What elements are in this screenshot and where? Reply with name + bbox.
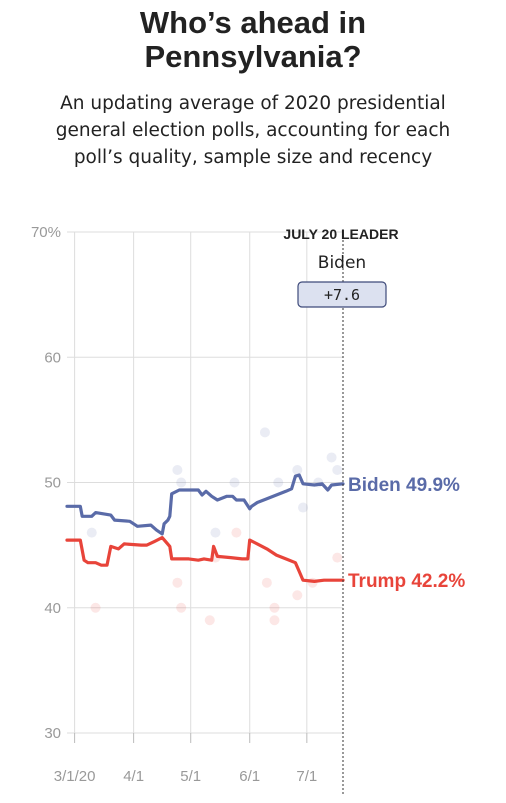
trump-poll-dot — [172, 577, 183, 588]
leader-margin-badge: +7.6 — [297, 281, 387, 308]
x-tick-label: 5/1 — [180, 768, 201, 785]
chart-subtitle: An updating average of 2020 presidential… — [0, 90, 506, 171]
biden-poll-dot — [86, 527, 97, 538]
chart-title: Who’s ahead in Pennsylvania? — [0, 6, 506, 74]
series-lines — [65, 473, 345, 583]
leader-name: Biden — [318, 253, 366, 273]
trump-poll-dot — [204, 615, 215, 626]
trump-poll-dot — [332, 552, 343, 563]
trump-poll-dot — [231, 527, 242, 538]
poll-dots — [86, 427, 343, 626]
y-tick-label: 50 — [44, 475, 61, 492]
trump-poll-dot — [90, 602, 101, 613]
title-line-2: Pennsylvania? — [144, 39, 362, 74]
y-tick-label: 30 — [44, 725, 61, 742]
y-tick-label: 70% — [31, 224, 61, 241]
biden-poll-dot — [332, 464, 343, 475]
biden-poll-dot — [229, 477, 240, 488]
trump-poll-dot — [261, 577, 272, 588]
biden-poll-dot — [172, 464, 183, 475]
trump-end-label: Trump 42.2% — [348, 571, 465, 592]
leader-heading: JULY 20 LEADER — [283, 226, 398, 242]
subtitle-line-1: An updating average of 2020 presidential — [60, 93, 446, 114]
x-tick-label: 4/1 — [123, 768, 144, 785]
trump-average-line — [65, 536, 345, 583]
series-end-labels: Biden 49.9% Trump 42.2% — [348, 475, 465, 592]
x-tick-label: 6/1 — [239, 768, 260, 785]
y-tick-label: 40 — [44, 600, 61, 617]
biden-end-label: Biden 49.9% — [348, 475, 460, 496]
subtitle-line-2: general election polls, accounting for e… — [55, 120, 451, 141]
biden-poll-dot — [273, 477, 284, 488]
biden-poll-dot — [176, 477, 187, 488]
subtitle-line-3: poll’s quality, sample size and recency — [73, 147, 433, 168]
x-tick-label: 3/1/20 — [54, 768, 96, 785]
biden-poll-dot — [326, 452, 337, 463]
biden-average-line — [65, 473, 345, 536]
trump-poll-dot — [176, 602, 187, 613]
y-tick-label: 60 — [44, 349, 61, 366]
x-tick-label: 7/1 — [296, 768, 317, 785]
biden-poll-dot — [298, 502, 309, 513]
x-axis-tick-labels: 3/1/20 4/1 5/1 6/1 7/1 — [54, 768, 318, 785]
trump-poll-dot — [269, 602, 280, 613]
title-line-1: Who’s ahead in — [139, 5, 367, 40]
biden-poll-dot — [210, 527, 221, 538]
leader-margin-value: +7.6 — [324, 286, 360, 304]
biden-poll-dot — [259, 427, 270, 438]
biden-poll-dot — [292, 464, 303, 475]
trump-poll-dot — [269, 615, 280, 626]
y-axis-tick-labels: 70% 60 50 40 30 — [31, 224, 61, 742]
trump-poll-dot — [292, 590, 303, 601]
gridlines — [67, 231, 343, 743]
